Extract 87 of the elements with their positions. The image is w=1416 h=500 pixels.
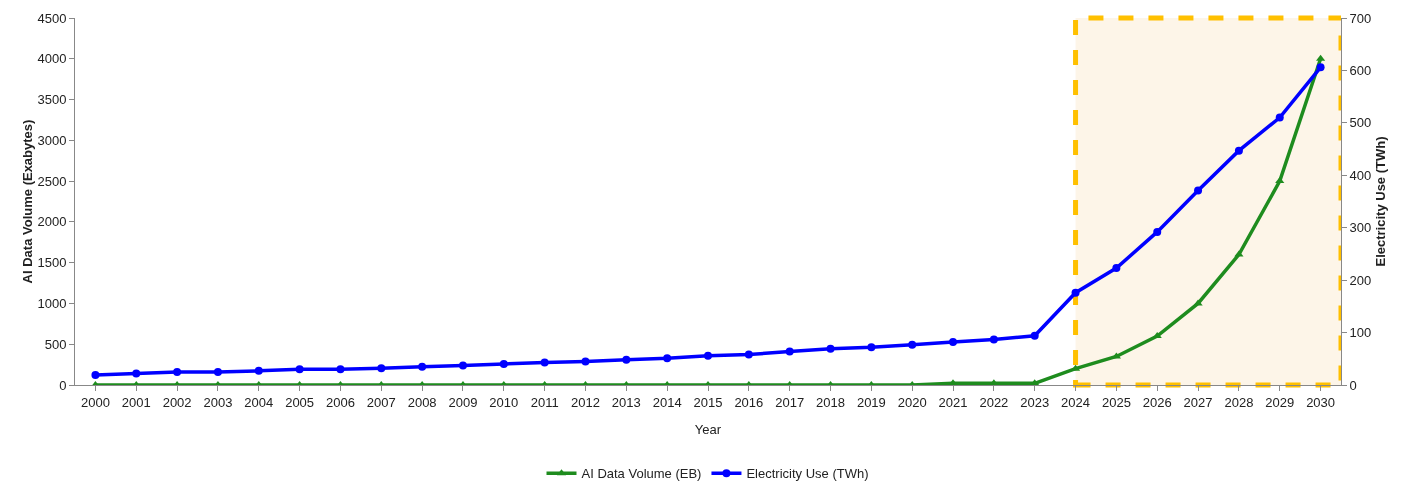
y2-tick-label: 600: [1349, 62, 1372, 78]
point: [989, 335, 998, 344]
y-tick-label: 2000: [37, 214, 67, 230]
x-tick-label: 2003: [203, 394, 233, 410]
x-tick-label: 2005: [285, 394, 315, 410]
point: [1275, 113, 1284, 122]
x-tick-label: 2026: [1142, 394, 1172, 410]
x-tick-label: 2023: [1020, 394, 1050, 410]
point: [867, 343, 876, 352]
y2-axis-title: Electricity Use (TWh): [1373, 136, 1389, 267]
point: [1112, 264, 1121, 273]
x-tick-label: 2021: [938, 394, 968, 410]
x-tick-label: 2009: [448, 394, 478, 410]
y-tick-label: 0: [59, 377, 67, 393]
point: [744, 350, 753, 359]
x-tick-label: 2015: [693, 394, 723, 410]
x-tick-label: 2012: [571, 394, 600, 410]
y2-tick-label: 200: [1349, 272, 1372, 288]
y-tick-label: 3000: [37, 132, 67, 148]
x-tick-label: 2008: [407, 394, 437, 410]
point: [499, 360, 508, 369]
point: [295, 365, 304, 374]
x-axis-title: Year: [694, 422, 722, 437]
x-tick-label: 2029: [1265, 394, 1295, 410]
point: [1316, 63, 1325, 72]
y-tick-label: 4500: [37, 10, 67, 26]
x-tick-label: 2010: [489, 394, 519, 410]
point: [1275, 177, 1285, 184]
y2-tick-label: 300: [1349, 220, 1372, 236]
point: [1071, 288, 1080, 297]
point: [663, 354, 672, 363]
x-tick-label: 2011: [530, 394, 559, 410]
y-tick-label: 3500: [37, 92, 67, 108]
x-tick-label: 2027: [1183, 394, 1213, 410]
x-tick-label: 2013: [611, 394, 641, 410]
x-tick-label: 2001: [121, 394, 151, 410]
y2-tick-label: 400: [1349, 167, 1372, 183]
x-tick-label: 2000: [80, 394, 110, 410]
point: [826, 344, 835, 353]
point: [949, 338, 958, 347]
y-tick-label: 1000: [37, 295, 67, 311]
point: [173, 367, 182, 376]
x-tick-label: 2024: [1061, 394, 1091, 410]
x-tick-label: 2006: [325, 394, 355, 410]
point: [1030, 331, 1039, 340]
point: [458, 361, 467, 370]
point: [908, 340, 917, 349]
x-tick-label: 2028: [1224, 394, 1254, 410]
point: [254, 366, 263, 375]
point: [336, 365, 345, 374]
x-tick-label: 2030: [1306, 394, 1336, 410]
y-tick-label: 500: [44, 336, 67, 352]
point: [418, 362, 427, 371]
point: [91, 371, 100, 380]
point: [1194, 186, 1203, 195]
y2-tick-label: 100: [1349, 325, 1372, 341]
x-tick-label: 2002: [162, 394, 192, 410]
y2-tick-label: 0: [1349, 377, 1357, 393]
legend-label: AI Data Volume (EB): [581, 466, 702, 482]
point: [213, 367, 222, 376]
point: [622, 355, 631, 364]
point: [704, 351, 712, 360]
x-tick-label: 2022: [979, 394, 1009, 410]
x-tick-label: 2014: [652, 394, 682, 410]
x-tick-label: 2017: [775, 394, 805, 410]
x-tick-label: 2004: [244, 394, 274, 410]
x-tick-label: 2016: [734, 394, 764, 410]
point: [377, 364, 386, 373]
y-tick-label: 2500: [37, 173, 67, 189]
y2-tick-label: 500: [1349, 115, 1372, 131]
x-tick-label: 2020: [897, 394, 927, 410]
x-tick-label: 2018: [816, 394, 845, 410]
point: [581, 357, 590, 366]
point: [1234, 250, 1244, 257]
legend-label: Electricity Use (TWh): [746, 466, 869, 482]
x-tick-label: 2025: [1101, 394, 1131, 410]
y-axis-title: AI Data Volume (Exabytes): [20, 119, 36, 284]
point: [540, 358, 549, 367]
point: [1153, 227, 1162, 236]
y-tick-label: 1500: [37, 255, 67, 271]
point: [132, 369, 141, 378]
y2-tick-label: 700: [1349, 10, 1372, 26]
point: [785, 347, 794, 356]
x-tick-label: 2007: [366, 394, 396, 410]
x-tick-label: 2019: [856, 394, 886, 410]
y-tick-label: 4000: [37, 51, 67, 67]
point: [1234, 146, 1243, 155]
